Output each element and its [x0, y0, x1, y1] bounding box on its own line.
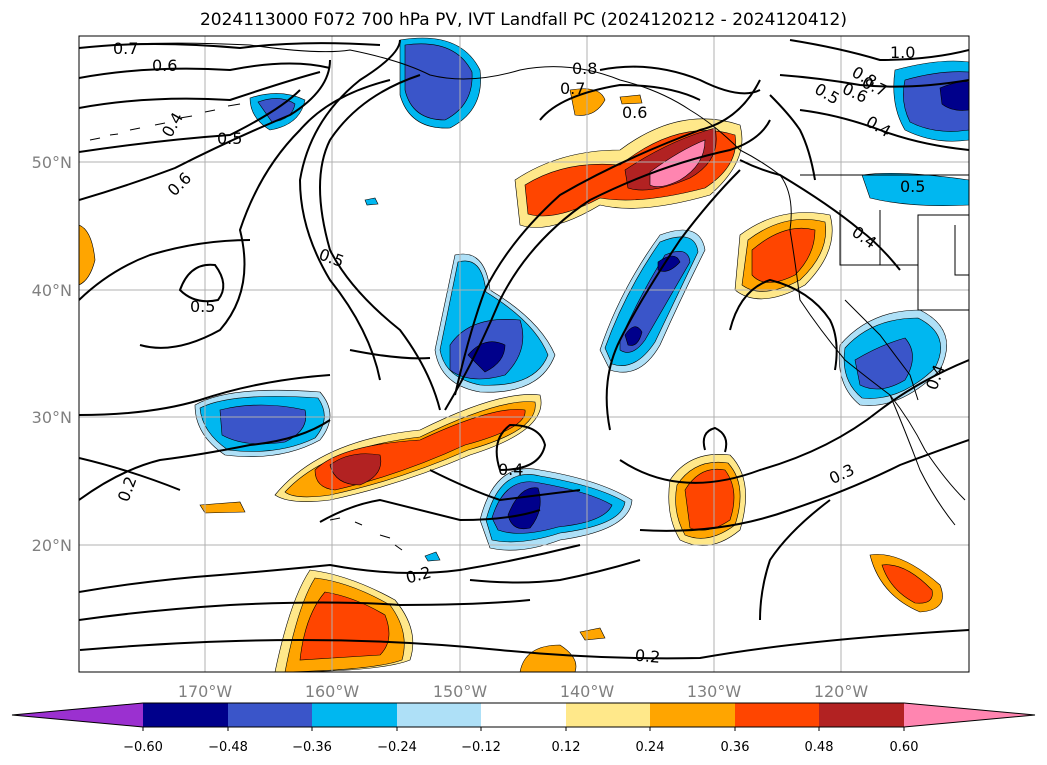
contour-inner-1 [454, 79, 761, 396]
contour-label: 0.5 [900, 177, 925, 196]
colorbar-tick-label: 0.60 [890, 740, 919, 755]
colorbar-tick-label: 0.48 [805, 740, 834, 755]
colorbar-tick-label: −0.12 [461, 740, 501, 755]
colorbar-segment [481, 703, 566, 727]
contour-northeast-3 [799, 109, 969, 151]
colorbar-tick-label: 0.24 [636, 740, 665, 755]
map-plot-area: 0.7 0.6 0.4 0.5 0.6 0.5 0.5 0.8 0.7 0.6 … [79, 36, 969, 672]
colorbar-segment [819, 703, 904, 727]
contour-trough-2 [298, 39, 401, 381]
contour-label: 0.5 [190, 297, 215, 316]
colorbar-tick-label: −0.36 [292, 740, 332, 755]
contour-label: 0.5 [217, 129, 242, 148]
contour-south-low-2 [319, 498, 541, 523]
contour-south-3 [79, 629, 969, 660]
coastlines [79, 42, 969, 551]
contour-north-4 [79, 89, 301, 153]
lat-label: 30°N [32, 408, 72, 427]
colorbar-segment [143, 703, 228, 727]
contour-ridge [539, 83, 701, 121]
lat-label: 50°N [32, 153, 72, 172]
contour-north-5 [79, 59, 331, 201]
contour-west-mid [79, 239, 251, 301]
contour-east-2 [619, 359, 969, 484]
contour-north-3 [79, 71, 321, 109]
coastline-baja [889, 394, 956, 526]
longitude-labels: 170°W 160°W 150°W 140°W 130°W 120°W [178, 682, 869, 701]
contour-label: 0.6 [152, 56, 177, 75]
contour-north-2 [79, 62, 331, 79]
colorbar-tick-label: −0.60 [123, 740, 163, 755]
lon-label: 120°W [814, 682, 869, 701]
contour-loop-2 [495, 423, 547, 471]
contour-low-west [79, 374, 331, 416]
coastline-aleutians [89, 103, 241, 141]
colorbar [11, 702, 1036, 731]
colorbar-tick-label: 0.12 [552, 740, 581, 755]
contour-south-low-3 [469, 559, 641, 584]
contour-ridge-2 [599, 65, 761, 95]
map-frame [78, 35, 970, 673]
contours [79, 39, 969, 660]
contour-inner-2 [444, 119, 771, 411]
contour-label: 0.6 [622, 103, 647, 122]
contour-subtropic-2 [79, 419, 331, 501]
colorbar-segment [566, 703, 650, 727]
contour-east-5 [729, 278, 838, 371]
contour-loop-3 [702, 426, 728, 453]
colorbar-extension-high [904, 703, 1035, 727]
contour-label: 0.2 [634, 646, 661, 667]
state-borders [839, 210, 969, 311]
coastline-bc-pnw [739, 149, 966, 501]
colorbar-segment [735, 703, 819, 727]
contour-loop-1 [178, 263, 225, 303]
contour-label: 1.0 [890, 43, 915, 62]
contour-east-4 [759, 499, 831, 621]
hawaii-islands [329, 517, 403, 551]
contour-label: 0.4 [498, 460, 523, 479]
contour-trough-3 [319, 74, 441, 411]
contour-label: 0.7 [560, 79, 585, 98]
contour-trough-1 [139, 79, 391, 349]
contour-subtropic-1 [79, 457, 181, 491]
colorbar-tick-label: −0.24 [377, 740, 417, 755]
colorbar-segment [312, 703, 397, 727]
contour-northeast-2 [779, 74, 969, 88]
lon-label: 130°W [687, 682, 742, 701]
contour-label: 0.7 [113, 39, 138, 58]
contour-south-2 [79, 599, 531, 621]
colorbar-segment [228, 703, 312, 727]
lat-label: 40°N [32, 281, 72, 300]
contour-south-1 [79, 544, 581, 593]
latitude-labels: 50°N 40°N 30°N 20°N [32, 153, 72, 555]
coastline-alaska [79, 42, 741, 151]
lon-label: 150°W [433, 682, 488, 701]
lon-label: 160°W [305, 682, 360, 701]
colorbar-tick-label: −0.48 [208, 740, 248, 755]
contour-label: 0.8 [572, 59, 597, 78]
colorbar-tick-label: 0.36 [721, 740, 750, 755]
colorbar-tick-labels: −0.60 −0.48 −0.36 −0.24 −0.12 0.12 0.24 … [123, 740, 918, 755]
colorbar-extension-low [12, 703, 143, 727]
contour-south-low [429, 469, 581, 502]
graticule [79, 36, 969, 672]
contour-north-1 [79, 42, 381, 50]
contour-east-3 [639, 439, 969, 532]
lat-label: 20°N [32, 536, 72, 555]
contour-east-1 [605, 169, 741, 431]
lon-label: 140°W [560, 682, 615, 701]
contour-northeast-4 [769, 94, 816, 181]
contour-northeast-5 [739, 159, 901, 271]
map-title: 2024113000 F072 700 hPa PV, IVT Landfall… [199, 10, 847, 30]
contour-mid [349, 349, 431, 360]
colorbar-segment [650, 703, 735, 727]
contour-northeast-1 [789, 39, 969, 62]
colorbar-segment [397, 703, 481, 727]
lon-label: 170°W [178, 682, 233, 701]
